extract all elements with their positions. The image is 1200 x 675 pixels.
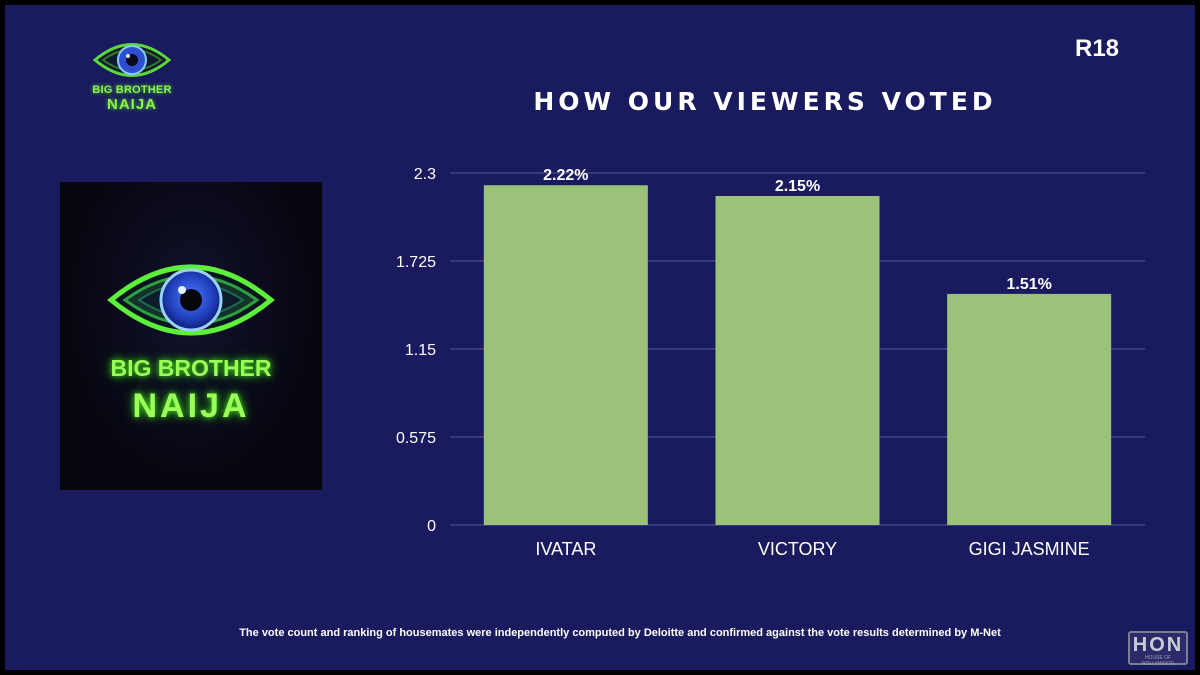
y-tick-label: 1.15: [405, 342, 436, 359]
watermark-text: HON: [1132, 634, 1184, 656]
y-tick-label: 2.3: [414, 166, 436, 183]
bar: [947, 293, 1112, 525]
vote-bar-chart: 0 0.575 1.15 1.725 2.3 2.22% IVATAR 2.15% VICTOR…: [396, 166, 1145, 559]
chart-title: HOW OUR VIEWERS VOTED: [533, 87, 997, 116]
x-tick-label: IVATAR: [535, 539, 596, 559]
logo-line-2: NAIJA: [106, 96, 157, 113]
logo-line-1: BIG BROTHER: [92, 84, 172, 96]
y-tick-label: 0.575: [396, 430, 436, 447]
y-tick-label: 0: [427, 518, 436, 535]
x-tick-label: GIGI JASMINE: [969, 539, 1090, 559]
data-label: 2.15%: [775, 178, 820, 195]
y-tick-label: 1.725: [396, 254, 436, 271]
data-label: 2.22%: [543, 167, 588, 184]
small-logo: BIG BROTHER NAIJA: [87, 35, 177, 125]
logo-panel: BIG BROTHER NAIJA: [60, 182, 322, 490]
bar: [715, 195, 880, 525]
eye-icon: [107, 264, 275, 336]
logo-title-line-1: BIG BROTHER: [110, 355, 272, 381]
logo-title-line-2: NAIJA: [132, 387, 250, 425]
age-rating-badge: R18: [1075, 35, 1120, 62]
x-tick-label: VICTORY: [758, 539, 837, 559]
watermark-subtext: HOUSE OF NOLLYWOOD: [1141, 655, 1175, 667]
watermark-logo: HON HOUSE OF NOLLYWOOD: [1128, 631, 1188, 667]
footnote: The vote count and ranking of housemates…: [239, 627, 1001, 639]
bar: [483, 185, 648, 526]
data-label: 1.51%: [1006, 276, 1051, 293]
eye-icon: [92, 43, 172, 77]
broadcast-frame: BIG BROTHER NAIJA R18 HOW OUR VIEWERS VO…: [5, 5, 1195, 670]
